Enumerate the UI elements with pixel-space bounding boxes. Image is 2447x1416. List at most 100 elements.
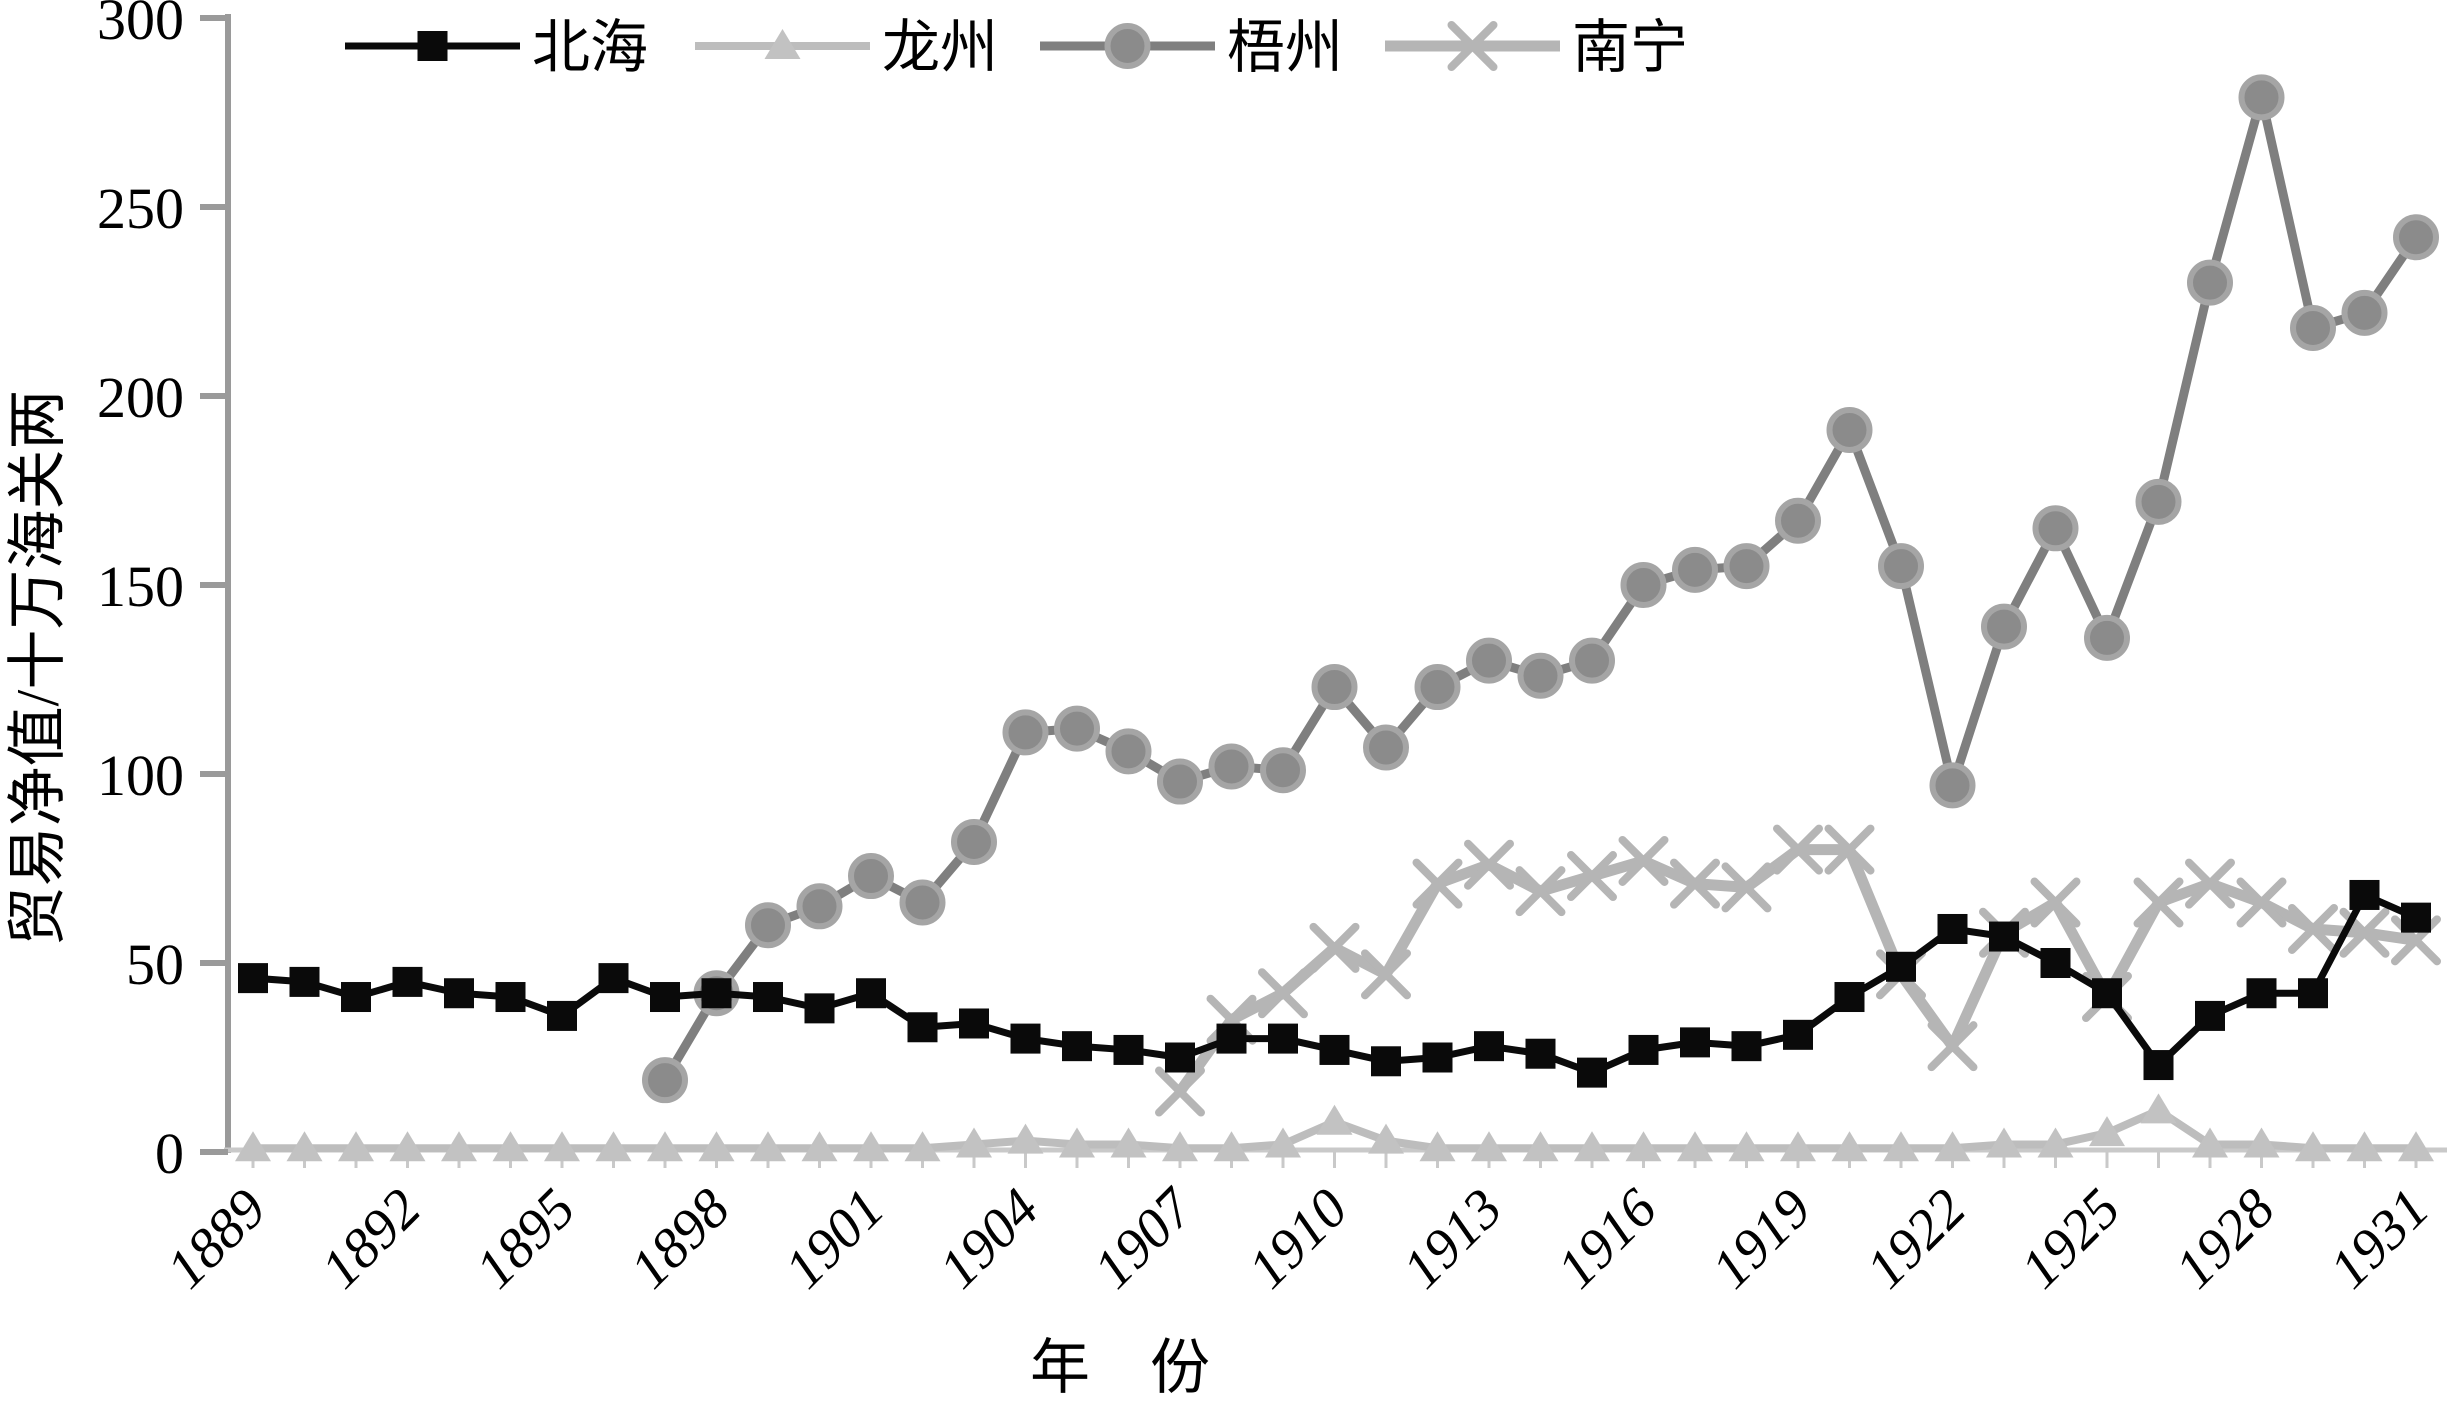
square-marker [1422, 1042, 1453, 1073]
triangle-marker [698, 1131, 735, 1162]
square-marker [856, 978, 886, 1009]
square-marker [2246, 978, 2277, 1009]
square-marker [1731, 1031, 1762, 1062]
circle-marker [1466, 637, 1512, 684]
circle-marker [1672, 546, 1718, 593]
circle-marker [1826, 407, 1873, 454]
triangle-marker [1007, 1123, 1044, 1154]
legend-label-wuzhou: 梧州 [1227, 15, 1343, 80]
x-tick-label: 1907 [1082, 1176, 1206, 1300]
circle-marker [2238, 74, 2285, 121]
legend-label-longzhou: 龙州 [882, 15, 998, 80]
square-marker [417, 31, 448, 61]
circle-marker [2290, 304, 2336, 351]
x-marker [1721, 862, 1772, 913]
triangle-marker [2295, 1131, 2331, 1162]
x-marker [2288, 903, 2338, 954]
circle-marker [1929, 762, 1976, 809]
circle-marker [1054, 705, 1100, 752]
triangle-marker [647, 1131, 683, 1162]
triangle-marker [1986, 1127, 2022, 1158]
triangle-marker [2140, 1093, 2177, 1124]
circle-marker [848, 853, 894, 900]
square-marker [2401, 902, 2431, 933]
triangle-marker [2346, 1131, 2383, 1162]
triangle-marker [1677, 1131, 1713, 1162]
triangle-marker [1831, 1131, 1868, 1162]
x-marker [1515, 866, 1566, 917]
triangle-marker [1110, 1127, 1147, 1158]
circle-marker [796, 883, 843, 930]
square-marker [1062, 1031, 1092, 1062]
y-tick-label: 250 [97, 176, 184, 241]
series-nanning [1155, 824, 2441, 1117]
circle-marker [1260, 747, 1306, 794]
triangle-marker [1265, 1127, 1301, 1158]
square-marker [1113, 1034, 1144, 1065]
x-marker [1361, 949, 1411, 1000]
square-marker [959, 1008, 989, 1039]
triangle-marker [801, 1131, 838, 1162]
x-marker [1464, 839, 1514, 890]
triangle-marker [1213, 1131, 1250, 1162]
x-tick-label: 1922 [1855, 1177, 1978, 1300]
triangle-marker [286, 1131, 323, 1162]
x-tick-label: 1889 [155, 1177, 278, 1300]
x-marker [1447, 21, 1498, 71]
triangle-marker [2192, 1127, 2228, 1158]
triangle-marker [853, 1131, 889, 1162]
x-marker [1412, 858, 1463, 909]
triangle-marker [2243, 1127, 2280, 1158]
x-tick-label: 1916 [1546, 1177, 1669, 1300]
triangle-marker [389, 1131, 426, 1162]
legend: 北海 龙州 梧州 南宁 [345, 15, 1688, 80]
x-marker [2030, 877, 2081, 928]
triangle-marker [492, 1131, 529, 1162]
triangle-marker [595, 1131, 632, 1162]
square-marker [2143, 1050, 2174, 1081]
circle-marker [1723, 543, 1770, 590]
circle-marker [1363, 724, 1409, 771]
circle-marker [1620, 562, 1667, 608]
circle-marker [1775, 497, 1821, 544]
x-marker [1824, 824, 1875, 875]
triangle-marker [2398, 1131, 2434, 1162]
circle-marker [1002, 709, 1049, 756]
series-line-wuzhou [661, 92, 2420, 1083]
x-marker [1567, 851, 1617, 902]
square-marker [444, 978, 474, 1009]
circle-marker [2187, 259, 2233, 306]
x-tick-label: 1925 [2009, 1177, 2132, 1300]
x-tick-label: 1913 [1391, 1177, 1514, 1300]
triangle-marker [1780, 1131, 1816, 1162]
y-axis-title: 贸易净值/十万海关两 [5, 390, 71, 947]
circle-marker [2084, 614, 2130, 661]
x-marker [1155, 1066, 1205, 1117]
square-marker [907, 1012, 938, 1043]
legend-item-wuzhou: 梧州 [1040, 15, 1343, 80]
triangle-marker [1162, 1131, 1198, 1162]
legend-label-beihai: 北海 [532, 15, 648, 80]
square-marker [289, 966, 320, 997]
y-tick-label: 300 [97, 0, 184, 52]
y-tick-label: 200 [97, 365, 184, 430]
circle-marker [1517, 652, 1564, 699]
x-tick-label: 1931 [2318, 1177, 2441, 1300]
circle-marker [1208, 743, 1255, 790]
x-tick-label: 1919 [1700, 1177, 1823, 1300]
circle-marker [1569, 637, 1615, 684]
square-marker [1474, 1031, 1504, 1062]
square-marker [1834, 982, 1865, 1013]
x-tick-label: 1910 [1237, 1177, 1360, 1300]
x-tick-label: 1904 [928, 1177, 1051, 1300]
y-tick-label: 0 [155, 1121, 184, 1186]
square-marker [1319, 1034, 1350, 1065]
square-marker [2298, 978, 2328, 1009]
square-marker [2349, 879, 2380, 910]
square-marker [1525, 1038, 1556, 1069]
circle-marker [1157, 758, 1203, 805]
circle-marker [2135, 478, 2182, 525]
triangle-marker [1934, 1131, 1971, 1162]
circle-marker [2032, 505, 2079, 552]
